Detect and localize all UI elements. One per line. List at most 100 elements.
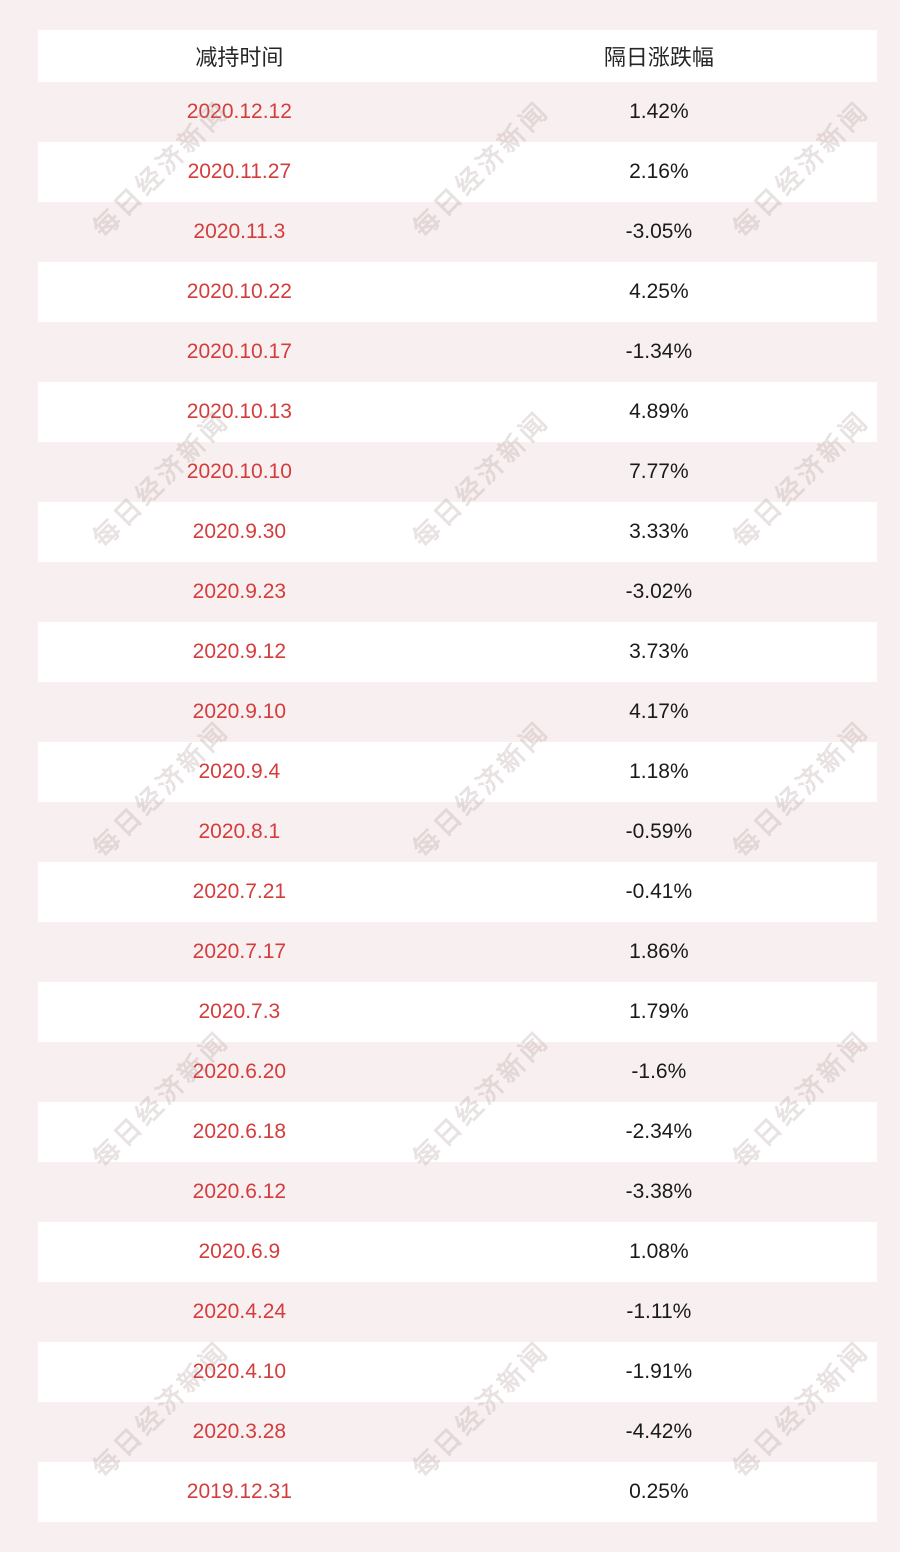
reduction-date: 2020.10.17 (186, 340, 292, 363)
change-percent-cell: -1.34% (441, 322, 877, 382)
change-percent: 4.89% (629, 400, 689, 423)
reduction-table: 减持时间 隔日涨跌幅 2020.12.12 1.42% 2020.11.27 2… (38, 30, 877, 1522)
column-header-reduction-time: 减持时间 (195, 45, 284, 70)
change-percent-cell: 1.42% (441, 82, 877, 142)
reduction-date-cell: 2020.4.24 (38, 1282, 441, 1342)
change-percent: 1.86% (629, 940, 689, 963)
change-percent-cell: -3.38% (441, 1162, 877, 1222)
table-row: 2020.6.20 -1.6% (38, 1042, 877, 1102)
reduction-date: 2020.9.4 (198, 760, 281, 783)
table-row: 2020.9.30 3.33% (38, 502, 877, 562)
reduction-date-cell: 2020.4.10 (38, 1342, 441, 1402)
table-row: 2020.7.21 -0.41% (38, 862, 877, 922)
table-row: 2020.8.1 -0.59% (38, 802, 877, 862)
reduction-date: 2020.6.12 (192, 1180, 287, 1203)
reduction-date-cell: 2020.6.9 (38, 1222, 441, 1282)
change-percent-cell: 7.77% (441, 442, 877, 502)
table-row: 2020.10.17 -1.34% (38, 322, 877, 382)
change-percent: 1.79% (629, 1000, 689, 1023)
table-row: 2020.12.12 1.42% (38, 82, 877, 142)
change-percent-cell: 2.16% (441, 142, 877, 202)
change-percent-cell: 4.25% (441, 262, 877, 322)
change-percent-cell: -0.59% (441, 802, 877, 862)
reduction-date-cell: 2020.10.10 (38, 442, 441, 502)
reduction-date: 2020.9.23 (192, 580, 287, 603)
change-percent: 4.17% (629, 700, 689, 723)
change-percent: -1.91% (625, 1360, 693, 1383)
change-percent-cell: -0.41% (441, 862, 877, 922)
change-percent: 4.25% (629, 280, 689, 303)
table-row: 2020.10.10 7.77% (38, 442, 877, 502)
reduction-date: 2019.12.31 (186, 1480, 292, 1503)
change-percent-cell: 1.08% (441, 1222, 877, 1282)
reduction-date-cell: 2020.7.3 (38, 982, 441, 1042)
change-percent: 3.73% (629, 640, 689, 663)
table-row: 2020.10.22 4.25% (38, 262, 877, 322)
table-body: 2020.12.12 1.42% 2020.11.27 2.16% 2020.1… (38, 82, 877, 1522)
change-percent: -4.42% (625, 1420, 693, 1443)
table-row: 2020.4.10 -1.91% (38, 1342, 877, 1402)
reduction-date-cell: 2020.9.23 (38, 562, 441, 622)
reduction-date-cell: 2020.9.4 (38, 742, 441, 802)
reduction-date-cell: 2020.7.17 (38, 922, 441, 982)
reduction-date: 2020.6.9 (198, 1240, 281, 1263)
reduction-date-cell: 2020.6.20 (38, 1042, 441, 1102)
change-percent-cell: -3.05% (441, 202, 877, 262)
table-row: 2020.6.18 -2.34% (38, 1102, 877, 1162)
reduction-date: 2020.12.12 (186, 100, 292, 123)
reduction-date: 2020.10.13 (186, 400, 292, 423)
change-percent: 1.08% (629, 1240, 689, 1263)
change-percent: 1.42% (629, 100, 689, 123)
reduction-date-cell: 2020.9.10 (38, 682, 441, 742)
table-row: 2020.6.12 -3.38% (38, 1162, 877, 1222)
reduction-date: 2020.11.27 (187, 160, 292, 183)
change-percent: 3.33% (629, 520, 689, 543)
reduction-date-cell: 2020.10.22 (38, 262, 441, 322)
reduction-date-cell: 2020.11.27 (38, 142, 441, 202)
change-percent-cell: 3.73% (441, 622, 877, 682)
change-percent: 1.18% (629, 760, 689, 783)
reduction-date: 2020.4.24 (192, 1300, 287, 1323)
reduction-date-cell: 2020.6.12 (38, 1162, 441, 1222)
reduction-date-cell: 2020.10.13 (38, 382, 441, 442)
column-header-next-day-change: 隔日涨跌幅 (603, 45, 714, 70)
reduction-date: 2020.6.20 (192, 1060, 287, 1083)
change-percent: -1.11% (626, 1300, 692, 1323)
table-row: 2020.3.28 -4.42% (38, 1402, 877, 1462)
reduction-date-cell: 2020.6.18 (38, 1102, 441, 1162)
change-percent-cell: 4.17% (441, 682, 877, 742)
header-cell-reduction-time: 减持时间 (38, 30, 441, 82)
change-percent: 2.16% (629, 160, 689, 183)
reduction-date: 2020.9.10 (192, 700, 287, 723)
table-row: 2020.9.4 1.18% (38, 742, 877, 802)
change-percent: -1.6% (631, 1060, 687, 1083)
reduction-date: 2020.10.22 (186, 280, 292, 303)
reduction-date-cell: 2020.7.21 (38, 862, 441, 922)
table-row: 2020.11.27 2.16% (38, 142, 877, 202)
reduction-date-cell: 2020.10.17 (38, 322, 441, 382)
reduction-date: 2020.7.17 (192, 940, 287, 963)
change-percent: 7.77% (629, 460, 689, 483)
reduction-date: 2020.7.21 (192, 880, 287, 903)
reduction-date-cell: 2020.3.28 (38, 1402, 441, 1462)
change-percent-cell: -3.02% (441, 562, 877, 622)
table-row: 2020.11.3 -3.05% (38, 202, 877, 262)
change-percent-cell: 3.33% (441, 502, 877, 562)
table-header-row: 减持时间 隔日涨跌幅 (38, 30, 877, 82)
change-percent: -3.02% (625, 580, 693, 603)
reduction-date-cell: 2019.12.31 (38, 1462, 441, 1522)
change-percent-cell: 1.86% (441, 922, 877, 982)
reduction-date-cell: 2020.12.12 (38, 82, 441, 142)
reduction-date-cell: 2020.9.30 (38, 502, 441, 562)
change-percent-cell: -1.91% (441, 1342, 877, 1402)
change-percent: -1.34% (625, 340, 693, 363)
reduction-date-cell: 2020.9.12 (38, 622, 441, 682)
change-percent: -3.05% (625, 220, 693, 243)
table-row: 2020.9.23 -3.02% (38, 562, 877, 622)
change-percent: -0.59% (625, 820, 693, 843)
reduction-date: 2020.3.28 (192, 1420, 287, 1443)
reduction-date: 2020.9.12 (192, 640, 287, 663)
change-percent-cell: 4.89% (441, 382, 877, 442)
reduction-date-cell: 2020.8.1 (38, 802, 441, 862)
change-percent: 0.25% (629, 1480, 689, 1503)
